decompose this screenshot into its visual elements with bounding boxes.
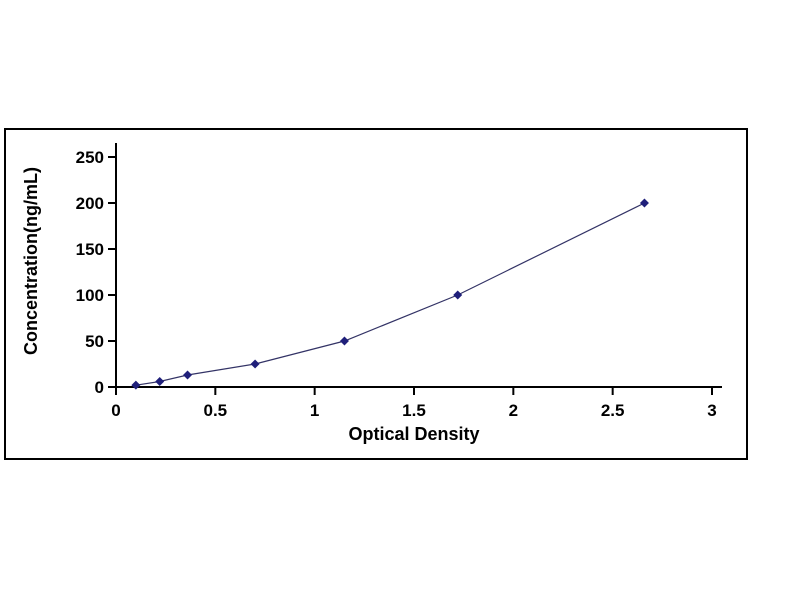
- y-tick-label: 250: [76, 148, 104, 167]
- y-axis-label: Concentration(ng/mL): [21, 167, 41, 355]
- x-tick-label: 1.5: [402, 401, 426, 420]
- data-point-marker: [183, 370, 193, 380]
- chart-plot-area: 0 50 100 150 200 250 0 0.5 1 1.5 2 2.5 3: [76, 143, 722, 420]
- data-point-marker: [155, 376, 165, 386]
- x-axis-label: Optical Density: [348, 424, 480, 444]
- data-point-marker: [250, 359, 260, 369]
- standard-curve-chart: 0 50 100 150 200 250 0 0.5 1 1.5 2 2.5 3 Concentrati…: [4, 128, 748, 460]
- y-tick-label: 0: [95, 378, 104, 397]
- x-tick-label: 2: [509, 401, 518, 420]
- x-tick-label: 0.5: [204, 401, 228, 420]
- data-point-marker: [131, 380, 141, 390]
- data-point-marker: [639, 198, 649, 208]
- x-tick-label: 1: [310, 401, 319, 420]
- x-tick-label: 2.5: [601, 401, 625, 420]
- data-point-marker: [453, 290, 463, 300]
- y-tick-label: 150: [76, 240, 104, 259]
- y-tick-label: 50: [85, 332, 104, 351]
- series-line: [135, 202, 645, 386]
- x-tick-label: 3: [707, 401, 716, 420]
- x-tick-label: 0: [111, 401, 120, 420]
- y-tick-label: 100: [76, 286, 104, 305]
- data-point-marker: [339, 336, 349, 346]
- y-tick-label: 200: [76, 194, 104, 213]
